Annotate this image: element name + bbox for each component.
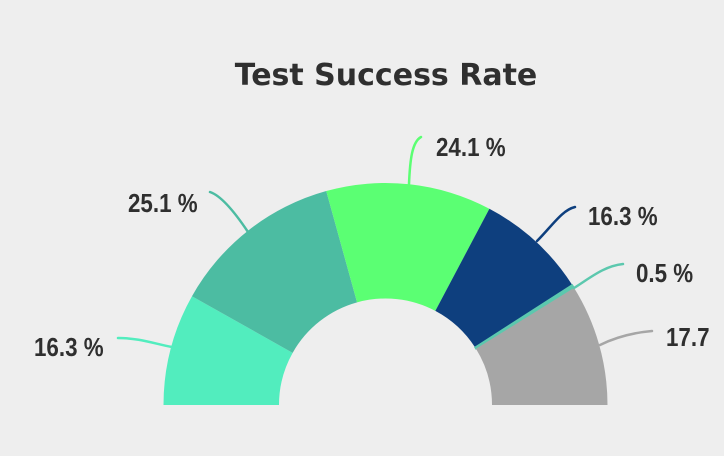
leader-line-24-1 <box>407 135 423 186</box>
chart-title: Test Success Rate <box>235 58 538 93</box>
slice-25-1 <box>191 191 358 353</box>
leader-lines-group <box>116 135 654 349</box>
slices-group <box>163 182 608 405</box>
data-label-24-1: 24.1 % <box>436 133 506 162</box>
leader-line-16-3-left <box>116 336 174 349</box>
slice-24-1 <box>326 182 490 311</box>
leader-line-25-1 <box>208 190 250 234</box>
data-label-25-1: 25.1 % <box>128 189 198 218</box>
leader-line-16-3-right <box>535 205 577 243</box>
leader-line-0-5 <box>572 262 625 290</box>
slice-16-3-left <box>163 296 293 405</box>
data-label-17-7: 17.7 <box>666 323 709 352</box>
labels-group: 16.3 % 25.1 % 24.1 % 16.3 % 0.5 % 17.7 <box>34 133 709 362</box>
slice-17-7 <box>475 287 608 405</box>
data-label-16-3-left: 16.3 % <box>34 333 104 362</box>
data-label-0-5: 0.5 % <box>636 259 693 288</box>
slice-0-5 <box>474 283 576 350</box>
leader-line-17-7 <box>598 329 654 347</box>
data-label-16-3-right: 16.3 % <box>588 202 658 231</box>
slice-16-3-right <box>435 208 573 348</box>
